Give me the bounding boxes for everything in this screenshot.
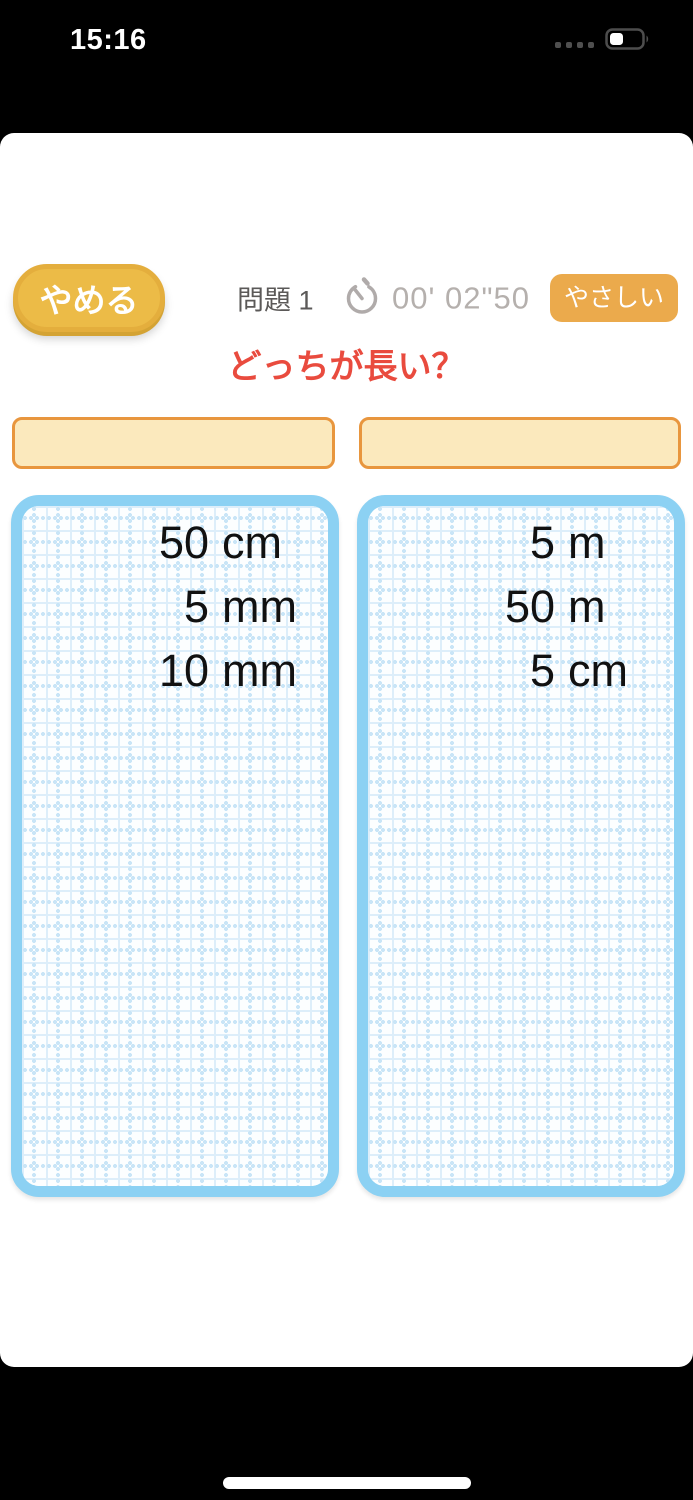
signal-dot [577, 42, 583, 48]
measurement-item: 50 cm [22, 511, 328, 575]
measure-unit: cm [568, 645, 628, 696]
home-indicator[interactable] [222, 1477, 471, 1489]
measure-value: 50 [504, 581, 555, 632]
measurement-item: 5 mm [22, 575, 328, 639]
measure-value: 5 [529, 517, 555, 568]
signal-dot [588, 42, 594, 48]
question-number-label: 問題 1 [237, 285, 314, 316]
grid-paper-right: 5 m 50 m 5 cm [368, 506, 674, 1186]
status-bar-time: 15:16 [70, 24, 147, 56]
signal-dots-icon [555, 42, 594, 48]
measure-unit: m [568, 517, 606, 568]
main-card: やめる 問題 1 00' 02"50 やさしい どっちが長い？ 50 cm [0, 133, 693, 1367]
signal-dot [555, 42, 561, 48]
difficulty-badge: やさしい [549, 274, 678, 322]
battery-icon [605, 27, 653, 56]
measure-unit: mm [222, 581, 297, 632]
header-row: やめる 問題 1 00' 02"50 やさしい [0, 264, 693, 332]
signal-dot [566, 42, 572, 48]
timer-value: 00' 02"50 [392, 280, 530, 315]
measure-value: 5 [183, 581, 209, 632]
measurement-item: 50 m [368, 575, 674, 639]
answer-row [12, 417, 681, 469]
measure-unit: cm [222, 517, 282, 568]
quit-button[interactable]: やめる [13, 264, 165, 332]
measure-value: 10 [158, 645, 209, 696]
measurement-item: 5 cm [368, 639, 674, 703]
measure-unit: mm [222, 645, 297, 696]
choice-panel-left[interactable]: 50 cm 5 mm 10 mm [11, 495, 339, 1197]
measurement-item: 10 mm [22, 639, 328, 703]
measurement-item: 5 m [368, 511, 674, 575]
answer-slot-right[interactable] [358, 417, 681, 469]
question-title: どっちが長い？ [227, 348, 466, 386]
grid-paper-left: 50 cm 5 mm 10 mm [22, 506, 328, 1186]
status-bar-right [555, 27, 653, 56]
stopwatch-icon [341, 275, 383, 322]
choice-panels: 50 cm 5 mm 10 mm 5 m 50 [11, 495, 685, 1197]
measure-value: 50 [158, 517, 209, 568]
answer-slot-left[interactable] [12, 417, 335, 469]
timer: 00' 02"50 [341, 275, 530, 322]
measure-unit: m [568, 581, 606, 632]
measure-value: 5 [529, 645, 555, 696]
choice-panel-right[interactable]: 5 m 50 m 5 cm [357, 495, 685, 1197]
